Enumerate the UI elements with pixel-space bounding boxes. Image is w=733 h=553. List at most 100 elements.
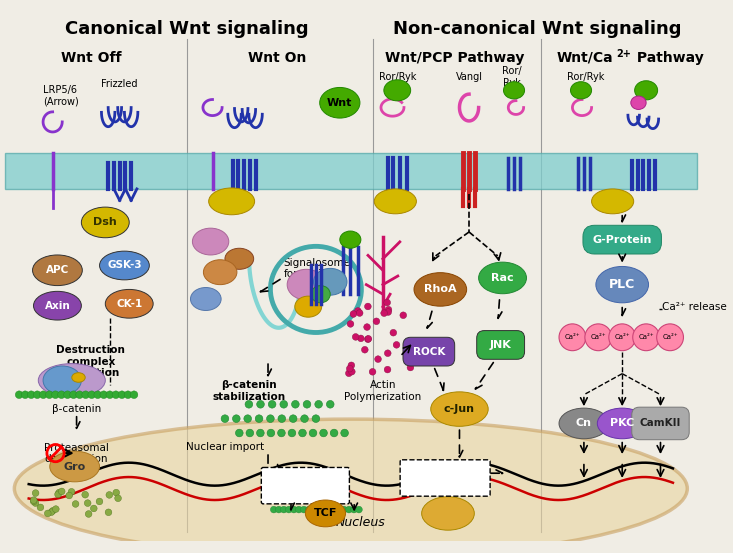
Ellipse shape xyxy=(225,248,254,269)
Text: APC: APC xyxy=(45,265,69,275)
Circle shape xyxy=(34,391,41,399)
Circle shape xyxy=(73,500,79,507)
Circle shape xyxy=(15,391,23,399)
Text: Ca²⁺: Ca²⁺ xyxy=(591,334,606,340)
Circle shape xyxy=(30,498,37,505)
Ellipse shape xyxy=(414,273,467,306)
Ellipse shape xyxy=(306,500,345,527)
Circle shape xyxy=(358,335,364,342)
Text: Ca²⁺: Ca²⁺ xyxy=(662,334,678,340)
Ellipse shape xyxy=(295,296,322,317)
Circle shape xyxy=(66,492,73,499)
Circle shape xyxy=(55,491,62,498)
Circle shape xyxy=(347,366,353,372)
Circle shape xyxy=(657,324,683,351)
Circle shape xyxy=(105,509,112,515)
FancyBboxPatch shape xyxy=(583,225,661,254)
Circle shape xyxy=(270,506,277,513)
Circle shape xyxy=(70,391,78,399)
Circle shape xyxy=(49,508,56,514)
Circle shape xyxy=(585,324,611,351)
Circle shape xyxy=(246,429,254,437)
Circle shape xyxy=(355,307,361,314)
Circle shape xyxy=(341,429,348,437)
Text: RhoA: RhoA xyxy=(424,284,457,294)
Text: Wnt: Wnt xyxy=(327,98,353,108)
Ellipse shape xyxy=(100,251,150,280)
Circle shape xyxy=(64,391,71,399)
Text: G-Protein: G-Protein xyxy=(592,234,652,244)
Circle shape xyxy=(303,400,311,408)
Text: Frizzled: Frizzled xyxy=(101,79,138,88)
Circle shape xyxy=(40,391,47,399)
Text: Ca²⁺: Ca²⁺ xyxy=(638,334,654,340)
FancyBboxPatch shape xyxy=(476,331,525,359)
Ellipse shape xyxy=(209,188,254,215)
FancyBboxPatch shape xyxy=(403,337,454,366)
Circle shape xyxy=(106,492,113,498)
Circle shape xyxy=(285,506,292,513)
Text: Proteasomal
degradation: Proteasomal degradation xyxy=(44,442,109,464)
Ellipse shape xyxy=(15,419,688,553)
Text: Actin
Polymerization: Actin Polymerization xyxy=(345,380,421,402)
Ellipse shape xyxy=(631,96,646,109)
Circle shape xyxy=(245,400,253,408)
Circle shape xyxy=(267,415,274,422)
Circle shape xyxy=(325,506,332,513)
Text: LRP5/6
(Arrow): LRP5/6 (Arrow) xyxy=(43,85,79,107)
Ellipse shape xyxy=(384,80,410,101)
Circle shape xyxy=(298,429,306,437)
Circle shape xyxy=(94,391,102,399)
Ellipse shape xyxy=(431,392,488,426)
Circle shape xyxy=(290,506,297,513)
Circle shape xyxy=(609,324,636,351)
Text: TCF: TCF xyxy=(314,508,337,518)
Text: Target gene
expression: Target gene expression xyxy=(416,467,474,489)
Circle shape xyxy=(292,400,299,408)
Text: Signalosome
formation: Signalosome formation xyxy=(284,258,350,279)
Circle shape xyxy=(407,364,414,371)
Circle shape xyxy=(633,324,660,351)
Text: Gro: Gro xyxy=(64,462,86,472)
Ellipse shape xyxy=(192,228,229,255)
Ellipse shape xyxy=(504,82,525,99)
Circle shape xyxy=(390,330,397,336)
Circle shape xyxy=(75,391,84,399)
Circle shape xyxy=(27,391,35,399)
Circle shape xyxy=(53,506,59,513)
Circle shape xyxy=(385,306,392,313)
Circle shape xyxy=(364,303,371,310)
Circle shape xyxy=(32,490,39,497)
Circle shape xyxy=(48,509,55,515)
Ellipse shape xyxy=(596,267,649,303)
Circle shape xyxy=(345,506,353,513)
Ellipse shape xyxy=(314,268,347,295)
FancyBboxPatch shape xyxy=(632,407,689,440)
Ellipse shape xyxy=(38,364,106,397)
Text: Ror/Ryk: Ror/Ryk xyxy=(378,72,416,82)
Ellipse shape xyxy=(81,207,129,238)
Text: CamKII: CamKII xyxy=(640,419,681,429)
Text: β-catenin: β-catenin xyxy=(52,404,101,414)
Circle shape xyxy=(51,391,59,399)
Text: Ror/Ryk: Ror/Ryk xyxy=(567,72,605,82)
Circle shape xyxy=(400,312,407,319)
Ellipse shape xyxy=(592,189,634,214)
Circle shape xyxy=(353,333,359,340)
Ellipse shape xyxy=(559,408,609,439)
Text: JNK: JNK xyxy=(490,340,512,350)
Circle shape xyxy=(45,391,54,399)
Circle shape xyxy=(336,506,342,513)
Circle shape xyxy=(257,429,264,437)
Ellipse shape xyxy=(320,87,360,118)
Ellipse shape xyxy=(421,497,474,530)
Circle shape xyxy=(315,506,323,513)
Circle shape xyxy=(114,495,122,502)
Circle shape xyxy=(21,391,29,399)
Circle shape xyxy=(118,391,126,399)
Text: Ca²⁺: Ca²⁺ xyxy=(614,334,630,340)
Circle shape xyxy=(112,391,119,399)
Ellipse shape xyxy=(191,288,221,310)
Circle shape xyxy=(384,366,391,373)
Circle shape xyxy=(281,506,287,513)
